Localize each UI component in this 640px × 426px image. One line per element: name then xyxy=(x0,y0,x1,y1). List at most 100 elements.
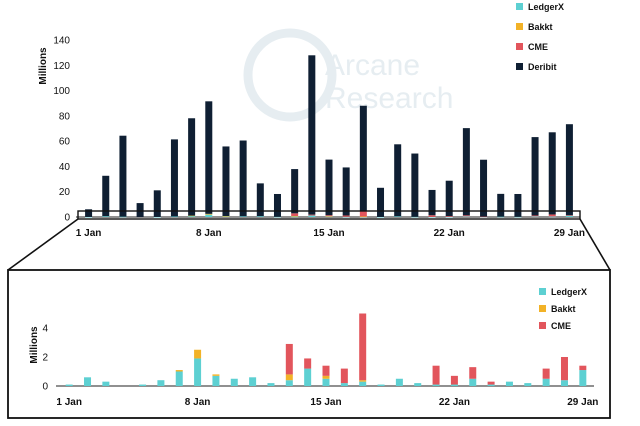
main-bar-deribit-1-jan xyxy=(85,209,93,217)
inset-bar-ledgerx-14-jan xyxy=(304,368,312,386)
inset-bar-cme-24-jan xyxy=(487,381,495,385)
inset-bar-cme-22-jan xyxy=(450,375,458,385)
main-bar-ledgerx-5-jan xyxy=(153,216,161,218)
main-bar-deribit-25-jan xyxy=(497,193,505,217)
main-legend-label-bakkt: Bakkt xyxy=(528,22,553,32)
main-bar-cme-14-jan xyxy=(308,214,316,216)
main-bar-ledgerx-3-jan xyxy=(119,216,127,218)
inset-bar-cme-21-jan xyxy=(432,365,440,385)
main-bar-ledgerx-22-jan xyxy=(445,216,453,218)
inset-bar-cme-28-jan xyxy=(560,357,568,381)
main-legend-swatch-ledgerx xyxy=(516,3,523,10)
inset-legend-swatch-ledgerx xyxy=(539,288,546,295)
main-bar-cme-28-jan xyxy=(548,214,556,217)
main-bar-cme-27-jan xyxy=(531,215,539,217)
inset-bar-ledgerx-29-jan xyxy=(579,370,587,386)
main-bar-cme-17-jan xyxy=(359,210,367,217)
inset-bar-ledgerx-17-jan xyxy=(359,381,367,386)
main-bar-ledgerx-1-jan xyxy=(85,216,93,218)
watermark-logo-icon xyxy=(243,28,337,122)
main-bar-deribit-20-jan xyxy=(411,153,419,217)
main-y-ticks: 0 20 40 60 80 100 120 140 xyxy=(53,36,70,224)
main-bar-deribit-22-jan xyxy=(445,180,453,217)
main-bar-deribit-8-jan xyxy=(205,101,213,214)
main-bar-deribit-21-jan xyxy=(428,189,436,216)
watermark: Arcane Research xyxy=(243,28,453,122)
main-y-tick-label: 20 xyxy=(59,187,71,198)
main-y-tick-label: 100 xyxy=(53,86,70,97)
main-bar-ledgerx-23-jan xyxy=(462,216,470,217)
main-bar-ledgerx-14-jan xyxy=(308,215,316,217)
main-bar-ledgerx-10-jan xyxy=(239,216,247,217)
main-bar-ledgerx-8-jan xyxy=(205,214,213,217)
inset-bar-ledgerx-12-jan xyxy=(267,383,275,386)
main-bar-deribit-27-jan xyxy=(531,137,539,216)
main-chart: Millions 0 20 40 60 80 100 120 140 1 Jan 8 Jan 15… xyxy=(38,2,585,239)
main-legend: LedgerX Bakkt CME Deribit xyxy=(516,2,564,72)
main-bar-cme-29-jan xyxy=(565,215,573,216)
inset-bar-ledgerx-10-jan xyxy=(230,378,238,386)
inset-bar-ledgerx-16-jan xyxy=(340,383,348,386)
main-bar-bakkt-15-jan xyxy=(325,216,333,217)
main-bar-deribit-23-jan xyxy=(462,128,470,216)
inset-bar-cme-13-jan xyxy=(285,343,293,375)
main-bar-ledgerx-28-jan xyxy=(548,216,556,218)
inset-y-axis-label: Millions xyxy=(29,326,40,364)
main-y-tick-label: 40 xyxy=(59,162,71,173)
inset-bar-ledgerx-5-jan xyxy=(139,384,147,386)
inset-bar-ledgerx-8-jan xyxy=(194,358,202,386)
main-bar-deribit-18-jan xyxy=(377,187,385,217)
inset-legend-label-ledgerx: LedgerX xyxy=(551,287,587,297)
inset-x-tick-label: 1 Jan xyxy=(56,397,82,408)
main-y-tick-label: 140 xyxy=(53,36,70,47)
main-legend-swatch-bakkt xyxy=(516,23,523,30)
main-bar-deribit-26-jan xyxy=(514,193,522,217)
inset-bar-cme-23-jan xyxy=(469,367,477,379)
inset-bar-cme-29-jan xyxy=(579,365,587,371)
main-bar-deribit-6-jan xyxy=(170,139,178,217)
inset-bar-bakkt-17-jan xyxy=(359,380,367,382)
main-bar-bakkt-8-jan xyxy=(205,213,213,215)
main-bar-deribit-7-jan xyxy=(188,118,196,216)
inset-bar-bakkt-7-jan xyxy=(175,370,183,372)
main-bar-bakkt-13-jan xyxy=(291,215,299,217)
main-bar-deribit-28-jan xyxy=(548,132,556,215)
inset-x-tick-label: 15 Jan xyxy=(310,397,341,408)
inset-bar-ledgerx-28-jan xyxy=(560,380,568,386)
main-bar-deribit-9-jan xyxy=(222,146,230,216)
inset-bar-ledgerx-19-jan xyxy=(395,378,403,386)
main-x-tick-label: 8 Jan xyxy=(196,228,222,239)
main-legend-swatch-deribit xyxy=(516,63,523,70)
main-bar-deribit-2-jan xyxy=(102,175,110,217)
main-bar-deribit-24-jan xyxy=(480,159,488,217)
inset-bar-cme-17-jan xyxy=(359,313,367,381)
main-y-axis-label: Millions xyxy=(38,47,49,85)
inset-bar-cme-14-jan xyxy=(304,358,312,369)
inset-bar-ledgerx-1-jan xyxy=(65,384,73,386)
main-y-tick-label: 60 xyxy=(59,137,71,148)
inset-x-tick-label: 22 Jan xyxy=(439,397,470,408)
inset-bar-ledgerx-13-jan xyxy=(285,380,293,386)
main-bar-ledgerx-13-jan xyxy=(291,216,299,218)
inset-panel xyxy=(7,269,611,419)
inset-legend-label-bakkt: Bakkt xyxy=(551,304,576,314)
inset-bar-bakkt-9-jan xyxy=(212,374,220,376)
main-y-tick-label: 80 xyxy=(59,111,71,122)
zoom-range-box xyxy=(77,210,581,220)
inset-bar-cme-15-jan xyxy=(322,365,330,376)
main-x-tick-label: 22 Jan xyxy=(434,228,465,239)
main-bar-ledgerx-2-jan xyxy=(102,216,110,217)
inset-bar-ledgerx-7-jan xyxy=(175,371,183,386)
watermark-line-2: Research xyxy=(325,82,453,115)
main-bar-deribit-16-jan xyxy=(342,167,350,216)
main-legend-swatch-cme xyxy=(516,43,523,50)
inset-bar-ledgerx-6-jan xyxy=(157,380,165,386)
main-bar-cme-21-jan xyxy=(428,215,436,217)
inset-bar-ledgerx-23-jan xyxy=(469,378,477,386)
main-bar-ledgerx-21-jan xyxy=(428,216,436,218)
inset-bar-ledgerx-25-jan xyxy=(505,381,513,386)
main-x-tick-label: 29 Jan xyxy=(554,228,585,239)
main-bar-deribit-14-jan xyxy=(308,55,316,215)
main-bar-deribit-17-jan xyxy=(359,105,367,211)
main-bar-ledgerx-18-jan xyxy=(377,216,385,218)
